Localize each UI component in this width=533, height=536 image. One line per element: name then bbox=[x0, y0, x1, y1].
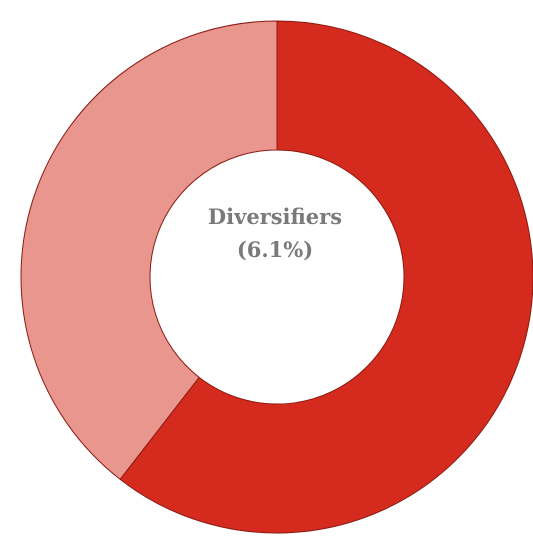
center-label: Diversifiers (6.1%) bbox=[150, 200, 400, 266]
center-label-line1: Diversifiers bbox=[207, 204, 343, 229]
donut-slice-2 bbox=[20, 20, 278, 480]
donut-slices bbox=[20, 20, 533, 534]
center-label-line2: (6.1%) bbox=[236, 237, 314, 262]
donut-slice-1 bbox=[119, 20, 533, 534]
